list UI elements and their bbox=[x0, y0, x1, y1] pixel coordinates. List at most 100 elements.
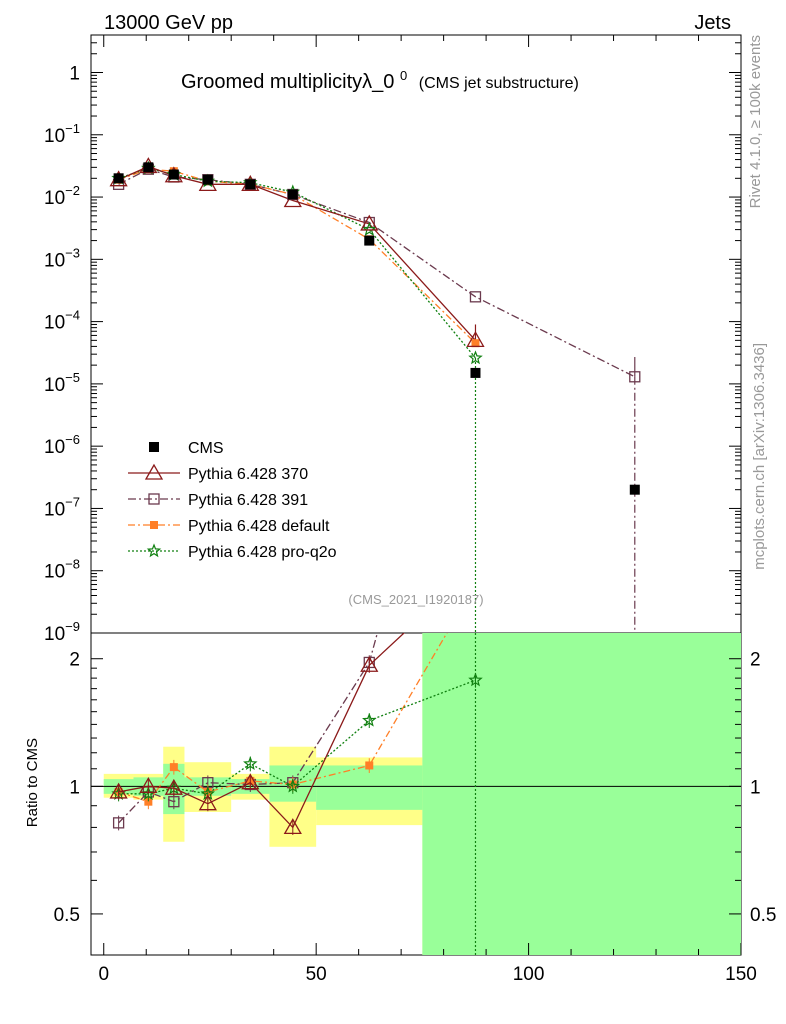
ratio-line-proq2o bbox=[118, 679, 476, 795]
main-ytick-exp: −7 bbox=[65, 494, 80, 509]
series-line-p391 bbox=[118, 168, 636, 378]
main-title-sup: 0 bbox=[400, 68, 407, 83]
ratio-line-default bbox=[118, 633, 448, 803]
ratio-marker-p391 bbox=[168, 796, 180, 808]
main-ytick-exp: −8 bbox=[65, 557, 80, 572]
main-ytick-base: 10 bbox=[44, 562, 65, 583]
main-ytick-exp: −6 bbox=[65, 432, 80, 447]
ratio-xtick-label: 100 bbox=[513, 964, 545, 985]
marker-p391 bbox=[469, 291, 482, 303]
ratio-marker-p370 bbox=[241, 773, 260, 790]
marker-cms bbox=[629, 484, 640, 495]
legend-marker-default bbox=[150, 521, 158, 529]
marker-default bbox=[471, 339, 480, 348]
marker-p391 bbox=[629, 371, 641, 383]
ratio-marker-p391 bbox=[112, 817, 125, 829]
ratio-marker-p370 bbox=[109, 782, 128, 799]
marker-proq2o bbox=[468, 350, 483, 365]
legend-label-default: Pythia 6.428 default bbox=[188, 518, 330, 535]
main-ytick-label: 1 bbox=[69, 63, 80, 84]
ratio-panel: 0.5 0.5 1 1 2 2 0 50 100 150 bbox=[54, 632, 776, 985]
marker-p370 bbox=[283, 191, 302, 208]
main-ytick-exp: −1 bbox=[65, 121, 80, 136]
ratio-marker-default bbox=[144, 797, 153, 806]
ratio-marker-proq2o bbox=[285, 778, 301, 793]
marker-cms bbox=[287, 189, 298, 200]
marker-cms bbox=[245, 179, 256, 190]
marker-cms bbox=[470, 367, 481, 378]
main-title-text: Groomed multiplicityλ_0 bbox=[181, 71, 394, 93]
main-ytick-base: 10 bbox=[44, 126, 65, 147]
ratio-ytick-label: 2 bbox=[69, 650, 80, 671]
legend-marker-p391 bbox=[148, 493, 160, 505]
main-ytick-label: 10−9 bbox=[44, 619, 80, 645]
main-ytick-exp: −2 bbox=[65, 183, 80, 198]
main-ytick-base: 10 bbox=[44, 313, 65, 334]
side-label-mcplots: mcplots.cern.ch [arXiv:1306.3436] bbox=[751, 343, 768, 570]
series-line-proq2o bbox=[118, 167, 477, 359]
main-ytick-base: 10 bbox=[44, 499, 65, 520]
legend-marker-proq2o bbox=[146, 543, 162, 558]
header-left: 13000 GeV pp bbox=[104, 12, 233, 34]
ratio-marker-proq2o bbox=[362, 712, 377, 727]
header-right: Jets bbox=[694, 12, 731, 34]
legend-label-p370: Pythia 6.428 370 bbox=[188, 466, 308, 483]
legend-label-proq2o: Pythia 6.428 pro-q2o bbox=[188, 544, 337, 561]
marker-proq2o bbox=[362, 221, 377, 236]
main-ytick-label: 10−4 bbox=[44, 308, 80, 334]
ratio-line-p391 bbox=[118, 633, 379, 824]
marker-p370 bbox=[360, 214, 379, 231]
main-ytick-base: 10 bbox=[44, 188, 65, 209]
marker-cms bbox=[202, 174, 213, 185]
marker-p391 bbox=[363, 216, 375, 229]
ratio-data-layer bbox=[91, 633, 741, 955]
main-ytick-base: 1 bbox=[69, 63, 80, 84]
ratio-marker-default bbox=[169, 763, 178, 772]
main-ytick-base: 10 bbox=[44, 375, 65, 396]
ratio-marker-default bbox=[365, 761, 374, 770]
ratio-ytick-label: 1 bbox=[69, 777, 80, 798]
ratio-ytick-label-right: 2 bbox=[750, 650, 761, 671]
main-ytick-label: 10−5 bbox=[44, 370, 80, 396]
ratio-ytick-label: 0.5 bbox=[54, 905, 80, 926]
legend-label-p391: Pythia 6.428 391 bbox=[188, 492, 308, 509]
main-ytick-label: 10−7 bbox=[44, 494, 80, 520]
ratio-band-stat bbox=[422, 633, 741, 955]
main-data-layer bbox=[109, 157, 641, 633]
ratio-xtick-label: 150 bbox=[725, 964, 757, 985]
marker-p370 bbox=[466, 331, 485, 348]
ratio-marker-p370 bbox=[283, 818, 302, 835]
ratio-ytick-label-right: 1 bbox=[750, 777, 761, 798]
main-ytick-label: 10−2 bbox=[44, 183, 80, 209]
main-ytick-exp: −9 bbox=[65, 619, 80, 634]
main-ytick-label: 10−1 bbox=[44, 121, 80, 147]
marker-cms bbox=[364, 235, 375, 246]
legend-marker-cms bbox=[149, 442, 159, 452]
main-panel: 110−110−210−310−410−510−610−710−810−9CMS… bbox=[44, 34, 742, 645]
main-subtitle: (CMS jet substructure) bbox=[419, 75, 579, 92]
ratio-marker-p370 bbox=[139, 777, 158, 793]
ratio-marker-p370 bbox=[360, 655, 379, 672]
ratio-marker-p370 bbox=[164, 778, 183, 795]
ratio-ylabel: Ratio to CMS bbox=[24, 738, 41, 827]
legend-marker-p370 bbox=[144, 463, 164, 480]
main-ytick-exp: −4 bbox=[65, 308, 80, 323]
marker-cms bbox=[143, 162, 154, 173]
legend-label-cms: CMS bbox=[188, 440, 224, 457]
ratio-xtick-label: 50 bbox=[306, 964, 327, 985]
side-label-rivet: Rivet 4.1.0, ≥ 100k events bbox=[747, 35, 764, 208]
main-ytick-exp: −5 bbox=[65, 370, 80, 385]
ratio-marker-p370 bbox=[198, 794, 217, 811]
marker-cms bbox=[113, 173, 124, 184]
marker-cms bbox=[168, 169, 179, 180]
main-ytick-base: 10 bbox=[44, 437, 65, 458]
analysis-label: (CMS_2021_I1920187) bbox=[348, 592, 483, 607]
ratio-marker-proq2o bbox=[243, 756, 258, 771]
main-ytick-base: 10 bbox=[44, 624, 65, 645]
main-ytick-label: 10−8 bbox=[44, 557, 80, 583]
ratio-xtick-label: 0 bbox=[98, 964, 109, 985]
main-title: Groomed multiplicityλ_0 0 (CMS jet subst… bbox=[181, 63, 579, 93]
main-ytick-label: 10−6 bbox=[44, 432, 80, 458]
ratio-ytick-label-right: 0.5 bbox=[750, 905, 776, 926]
